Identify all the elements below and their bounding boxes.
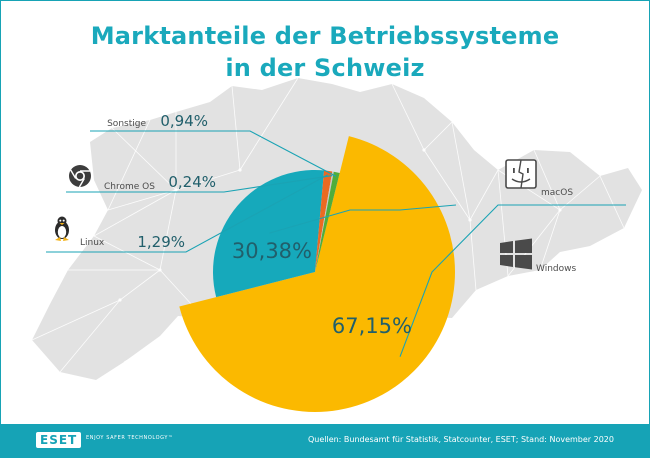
category-label-chrome-os: Chrome OS [104,182,155,192]
finder-icon [505,159,537,189]
eset-tagline: ENJOY SAFER TECHNOLOGY™ [86,435,174,441]
eset-logo: ESET [36,432,82,448]
tux-icon [55,216,69,241]
value-label-windows: 67,15% [332,314,412,338]
category-label-linux: Linux [80,238,105,248]
chart-title-line2: in der Schweiz [225,54,425,82]
value-label-chrome-os: 0,24% [168,173,216,191]
windows-icon [500,238,532,270]
value-label-linux: 1,29% [137,233,185,251]
leader-line-chrome-os [66,175,333,193]
pie-slice-chrome-os [315,171,334,272]
footer-bar: ESET ENJOY SAFER TECHNOLOGY™ Quellen: Bu… [0,424,650,458]
value-label-macos: 30,38% [232,239,312,263]
pie-slice-macos [213,170,325,298]
category-label-windows: Windows [536,264,576,274]
category-label-macos: macOS [541,188,573,198]
chrome-icon [69,165,91,188]
leader-line-windows [399,204,626,357]
pie-slice-windows [179,136,455,412]
category-label-sonstige: Sonstige [107,119,146,129]
value-label-sonstige: 0,94% [160,112,208,130]
leader-line-macos [269,204,457,234]
leader-line-linux [46,174,328,253]
pie-chart [179,136,455,412]
pie-slice-sonstige [315,171,340,272]
pie-slice-linux [315,170,333,272]
pie-callouts: 67,15% 30,38% 1,29% 0,24% 0,94% [46,112,626,357]
sources-note: Quellen: Bundesamt für Statistik, Statco… [307,435,614,444]
chart-title: Marktanteile der Betriebssysteme [90,22,560,50]
leader-line-sonstige [90,130,337,177]
